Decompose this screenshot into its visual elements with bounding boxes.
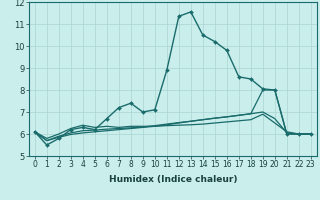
X-axis label: Humidex (Indice chaleur): Humidex (Indice chaleur) [108, 175, 237, 184]
